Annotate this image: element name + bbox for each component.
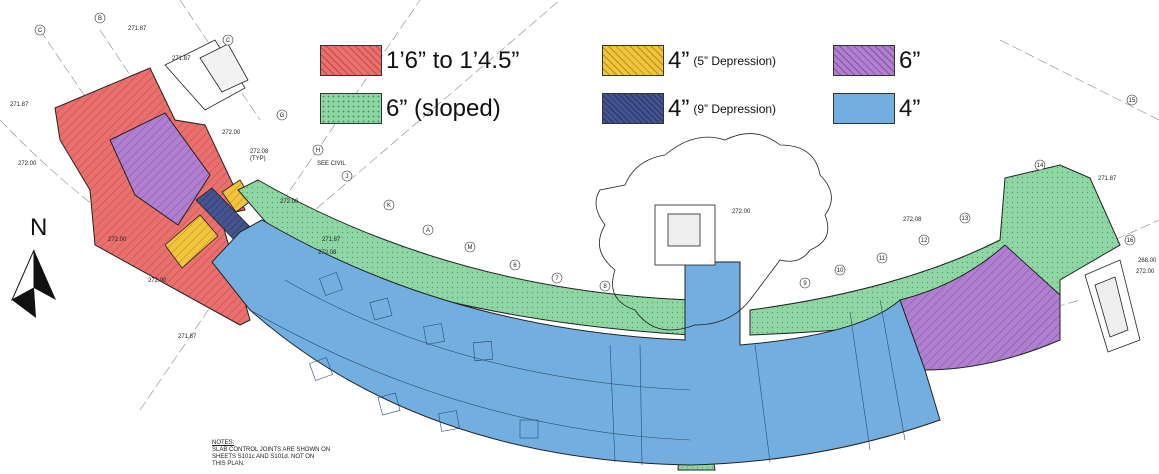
- grid-bubble-label: 9: [803, 281, 807, 287]
- legend-label: 6”: [899, 46, 921, 74]
- stair-tower-center: [654, 204, 716, 266]
- revision-cloud: [595, 133, 832, 331]
- grid-bubble-label: 8: [603, 284, 607, 290]
- grid-bubble-label: C: [226, 38, 231, 44]
- elevation-label: 272.08: [318, 250, 337, 256]
- grid-bubble-label: C: [38, 28, 43, 34]
- notes-line: SLAB CONTROL JOINTS ARE SHOWN ON: [212, 447, 331, 453]
- elevation-label: 272.08: [903, 217, 922, 223]
- elevation-label: 271.87: [10, 102, 29, 108]
- legend-item-yellow: 4” (5” Depression): [602, 45, 776, 76]
- notes-line: THIS PLAN.: [212, 461, 245, 467]
- legend-swatch-red: [320, 45, 382, 76]
- grid-bubble-label: 14: [1037, 163, 1044, 169]
- legend-item-blue: 4”: [833, 93, 920, 124]
- elevation-label: 271.87: [322, 237, 341, 243]
- grid-bubble-label: G: [280, 113, 285, 119]
- elevation-label: 272.00: [1136, 269, 1155, 275]
- blue-interior-lines: [249, 272, 906, 466]
- grid-bubble-label: J: [346, 174, 349, 180]
- stair-tower-east: [1084, 259, 1141, 353]
- elevation-label: 271.87: [128, 26, 147, 32]
- grid-bubble-label: 6: [513, 263, 517, 269]
- grid-bubble-label: H: [316, 148, 320, 154]
- legend-label: 6” (sloped): [386, 94, 501, 122]
- grid-bubble-label: 11: [879, 256, 886, 262]
- elevation-label: 272.08: [250, 149, 269, 155]
- legend-swatch-yellow: [602, 45, 664, 76]
- grid-bubble-label: K: [387, 203, 391, 209]
- legend-item-navy: 4” (9” Depression): [602, 93, 776, 124]
- notes-line: SHEETS S101c AND S101d. NOT ON: [212, 454, 315, 460]
- grid-bubbles: [34, 12, 1138, 292]
- region-yellow-slab-2: [164, 214, 219, 269]
- legend-item-red: 1’6” to 1’4.5”: [320, 45, 519, 76]
- grid-bubble-label: 7: [555, 276, 559, 282]
- legend-sublabel: (5” Depression): [693, 53, 777, 68]
- north-letter: N: [30, 214, 48, 241]
- grid-bubble-label: 10: [837, 268, 844, 274]
- legend-swatch-blue: [833, 93, 895, 124]
- elevation-label: 271.87: [1098, 176, 1117, 182]
- legend-label: 4”: [668, 46, 690, 74]
- elevation-label: 272.00: [732, 209, 751, 215]
- elevation-label: 268.00: [1138, 258, 1157, 264]
- grid-bubble-label: 12: [921, 238, 928, 244]
- grid-bubble-label: A: [426, 228, 430, 234]
- legend-sublabel: (9” Depression): [693, 101, 777, 116]
- elevation-label: (TYP): [250, 156, 266, 162]
- region-purple-slab-west: [109, 112, 211, 226]
- elevation-label: 272.00: [18, 161, 37, 167]
- notes-block: NOTES: SLAB CONTROL JOINTS ARE SHOWN ON …: [212, 440, 330, 468]
- legend-label: 1’6” to 1’4.5”: [386, 46, 520, 74]
- legend-label: 4”: [668, 94, 690, 122]
- grid-bubble-label: B: [98, 16, 102, 22]
- elevation-label: 272.00: [108, 237, 127, 243]
- legend-item-purple: 6”: [833, 45, 920, 76]
- grid-bubble-label: 15: [1129, 98, 1136, 104]
- stair-tower-west: [164, 39, 249, 111]
- elevation-label: 271.87: [172, 56, 191, 62]
- notes-title: NOTES:: [212, 440, 235, 446]
- legend-label: 4”: [899, 94, 921, 122]
- elevation-label: 272.00: [280, 199, 299, 205]
- legend-swatch-green: [320, 93, 382, 124]
- north-arrow-icon: [10, 249, 56, 318]
- see-civil-callout: SEE CIVIL: [317, 161, 346, 167]
- region-purple-slab-east: [899, 244, 1061, 371]
- legend-swatch-navy: [602, 93, 664, 124]
- legend-item-green: 6” (sloped): [320, 93, 501, 124]
- elevation-label: 272.00: [222, 130, 241, 136]
- grid-bubble-label: 13: [962, 216, 969, 222]
- grid-bubble-label: 16: [1127, 238, 1134, 244]
- north-indicator: N: [8, 214, 60, 318]
- grid-bubble-label: M: [468, 245, 473, 251]
- elevation-label: 272.00: [148, 278, 167, 284]
- elevation-label: 271.87: [178, 334, 197, 340]
- legend-swatch-purple: [833, 45, 895, 76]
